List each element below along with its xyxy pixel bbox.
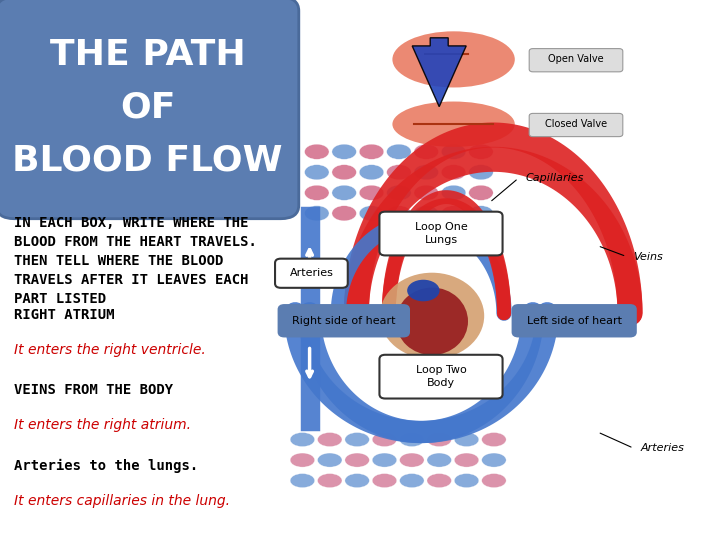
Text: Loop One
Lungs: Loop One Lungs <box>415 222 467 245</box>
Ellipse shape <box>332 206 356 221</box>
Text: Loop Two
Body: Loop Two Body <box>415 366 467 388</box>
Ellipse shape <box>332 144 356 159</box>
Text: VEINS FROM THE BODY: VEINS FROM THE BODY <box>14 383 174 397</box>
Ellipse shape <box>454 453 479 467</box>
Ellipse shape <box>469 206 493 221</box>
Text: THE PATH
OF
BLOOD FLOW: THE PATH OF BLOOD FLOW <box>12 38 283 178</box>
FancyBboxPatch shape <box>379 355 503 399</box>
Ellipse shape <box>454 433 479 447</box>
Text: Open Valve: Open Valve <box>548 55 604 64</box>
Ellipse shape <box>318 474 342 488</box>
FancyBboxPatch shape <box>529 49 623 72</box>
Text: RIGHT ATRIUM: RIGHT ATRIUM <box>14 308 115 322</box>
Ellipse shape <box>441 206 466 221</box>
Ellipse shape <box>387 206 411 221</box>
FancyBboxPatch shape <box>513 305 636 336</box>
Ellipse shape <box>290 433 315 447</box>
Ellipse shape <box>332 165 356 180</box>
Text: Arteries to the lungs.: Arteries to the lungs. <box>14 459 199 473</box>
Ellipse shape <box>396 287 468 355</box>
Ellipse shape <box>441 144 466 159</box>
Ellipse shape <box>305 206 329 221</box>
Ellipse shape <box>469 165 493 180</box>
Ellipse shape <box>414 165 438 180</box>
Ellipse shape <box>408 280 439 301</box>
Text: Capillaries: Capillaries <box>526 173 584 183</box>
Ellipse shape <box>441 165 466 180</box>
Text: Arteries: Arteries <box>289 268 333 278</box>
Ellipse shape <box>400 474 424 488</box>
Ellipse shape <box>454 474 479 488</box>
Text: It enters the right atrium.: It enters the right atrium. <box>14 418 192 433</box>
Ellipse shape <box>359 206 384 221</box>
Ellipse shape <box>372 474 397 488</box>
Ellipse shape <box>427 433 451 447</box>
Ellipse shape <box>387 165 411 180</box>
Ellipse shape <box>427 474 451 488</box>
Text: Left side of heart: Left side of heart <box>527 316 621 326</box>
Ellipse shape <box>387 185 411 200</box>
Ellipse shape <box>305 165 329 180</box>
Ellipse shape <box>400 453 424 467</box>
Ellipse shape <box>318 433 342 447</box>
FancyArrow shape <box>412 38 467 106</box>
Ellipse shape <box>305 185 329 200</box>
Text: Arteries: Arteries <box>641 443 685 453</box>
Ellipse shape <box>469 185 493 200</box>
Ellipse shape <box>290 453 315 467</box>
Text: IN EACH BOX, WRITE WHERE THE
BLOOD FROM THE HEART TRAVELS.
THEN TELL WHERE THE B: IN EACH BOX, WRITE WHERE THE BLOOD FROM … <box>14 216 257 306</box>
Ellipse shape <box>414 185 438 200</box>
Ellipse shape <box>427 453 451 467</box>
Ellipse shape <box>392 31 515 87</box>
Ellipse shape <box>332 185 356 200</box>
Ellipse shape <box>290 474 315 488</box>
Ellipse shape <box>482 433 506 447</box>
Ellipse shape <box>318 453 342 467</box>
Ellipse shape <box>387 144 411 159</box>
FancyBboxPatch shape <box>529 113 623 137</box>
Ellipse shape <box>392 102 515 147</box>
Ellipse shape <box>305 144 329 159</box>
Ellipse shape <box>372 453 397 467</box>
Ellipse shape <box>482 474 506 488</box>
Ellipse shape <box>359 185 384 200</box>
Ellipse shape <box>414 206 438 221</box>
Ellipse shape <box>345 433 369 447</box>
Ellipse shape <box>345 453 369 467</box>
Text: It enters the right ventricle.: It enters the right ventricle. <box>14 343 206 357</box>
Ellipse shape <box>414 144 438 159</box>
FancyBboxPatch shape <box>279 305 409 336</box>
Text: It enters capillaries in the lung.: It enters capillaries in the lung. <box>14 494 230 508</box>
Ellipse shape <box>441 185 466 200</box>
Ellipse shape <box>372 433 397 447</box>
Ellipse shape <box>345 474 369 488</box>
Text: Veins: Veins <box>634 252 663 261</box>
Ellipse shape <box>380 273 484 359</box>
Ellipse shape <box>359 165 384 180</box>
Ellipse shape <box>469 144 493 159</box>
Text: Right side of heart: Right side of heart <box>292 316 395 326</box>
Ellipse shape <box>359 144 384 159</box>
Ellipse shape <box>400 433 424 447</box>
FancyBboxPatch shape <box>275 259 348 288</box>
Text: Closed Valve: Closed Valve <box>545 119 607 129</box>
Ellipse shape <box>482 453 506 467</box>
FancyBboxPatch shape <box>379 212 503 255</box>
FancyBboxPatch shape <box>0 0 299 219</box>
